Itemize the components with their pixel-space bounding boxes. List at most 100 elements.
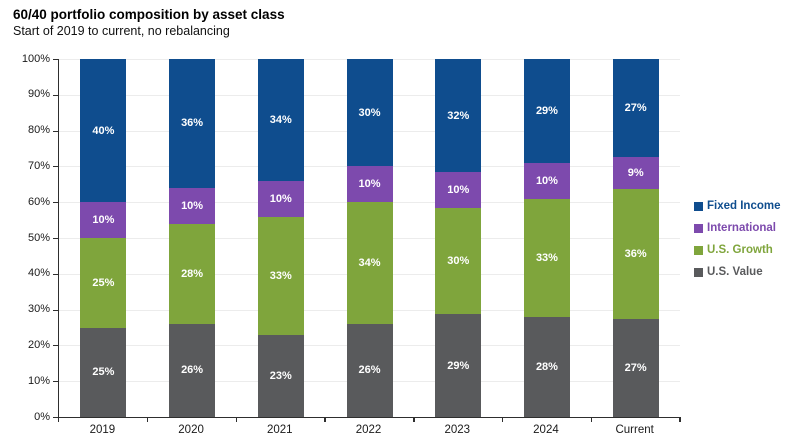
segment-data-label: 29%: [535, 104, 558, 117]
x-tick: [501, 417, 504, 422]
segment-data-label: 30%: [447, 255, 470, 268]
legend-swatch-icon: [694, 224, 703, 233]
segment-data-label: 9%: [627, 166, 644, 179]
legend-item-u-s-growth: U.S. Growth: [694, 243, 781, 258]
segment-international: 10%: [435, 172, 482, 208]
bar-slot-2023: 29% 30% 10% 32%: [414, 59, 503, 417]
x-category-label-2021: 2021: [267, 424, 293, 436]
y-tick-label: 10%: [27, 374, 50, 387]
y-tick: [53, 309, 58, 311]
segment-data-label: 29%: [447, 359, 470, 372]
x-tick: [679, 417, 681, 422]
stacked-bar-2019: 25% 25% 10% 40%: [80, 59, 127, 417]
segment-fixed-income: 40%: [80, 59, 127, 203]
legend-label: U.S. Growth: [707, 244, 773, 256]
segment-international: 10%: [346, 166, 393, 203]
x-tick: [324, 417, 326, 422]
segment-fixed-income: 32%: [435, 59, 482, 173]
segment-data-label: 25%: [92, 276, 115, 289]
segment-data-label: 23%: [269, 369, 292, 382]
segment-data-label: 25%: [92, 366, 115, 379]
x-category-label-2024: 2024: [533, 424, 559, 436]
segment-data-label: 10%: [92, 214, 115, 227]
segment-data-label: 33%: [269, 269, 292, 282]
segment-international: 10%: [169, 187, 216, 224]
segment-data-label: 10%: [447, 184, 470, 197]
stacked-bar-current: 27% 36% 9% 27%: [612, 59, 659, 417]
segment-data-label: 28%: [181, 267, 204, 280]
x-category-label-2022: 2022: [355, 424, 382, 436]
segment-data-label: 10%: [269, 192, 292, 205]
segment-u-s-value: 29%: [435, 314, 482, 417]
segment-data-label: 36%: [181, 117, 204, 130]
segment-data-label: 26%: [358, 364, 381, 377]
stacked-bar-2020: 26% 28% 10% 36%: [169, 59, 216, 417]
y-tick: [53, 381, 58, 383]
segment-data-label: 30%: [358, 106, 381, 119]
legend-swatch-icon: [694, 246, 703, 255]
chart-subtitle: Start of 2019 to current, no rebalancing: [13, 24, 230, 38]
segment-data-label: 27%: [624, 362, 647, 375]
segment-u-s-growth: 28%: [169, 223, 216, 324]
segment-data-label: 34%: [358, 257, 381, 270]
legend-label: U.S. Value: [707, 266, 763, 278]
bar-slot-current: 27% 36% 9% 27%: [591, 59, 680, 417]
legend: Fixed Income International U.S. Growth U.S.…: [694, 199, 781, 287]
y-tick: [53, 202, 58, 204]
stacked-bar-2023: 29% 30% 10% 32%: [435, 59, 482, 417]
segment-data-label: 36%: [624, 248, 647, 261]
segment-data-label: 26%: [181, 364, 204, 377]
x-axis-ticks: [57, 417, 681, 423]
x-tick: [146, 417, 149, 422]
y-tick-label: 50%: [27, 231, 50, 244]
legend-label: International: [707, 222, 777, 234]
y-tick-label: 60%: [27, 195, 50, 208]
y-tick-label: 70%: [27, 159, 50, 172]
segment-data-label: 28%: [535, 360, 558, 373]
legend-item-international: International: [694, 221, 781, 236]
segment-u-s-value: 26%: [346, 323, 393, 417]
segment-international: 10%: [80, 202, 127, 238]
x-category-label-2020: 2020: [178, 424, 204, 436]
y-tick: [53, 166, 58, 168]
segment-u-s-growth: 33%: [523, 198, 570, 317]
y-axis-labels: 0% 10% 20% 30% 40% 50% 60% 70% 80% 90% 100%: [0, 53, 50, 423]
segment-u-s-growth: 33%: [257, 216, 304, 335]
plot-area: 25% 25% 10% 40% 26% 28% 10% 36% 23% 33% 10% 34% 26% 3…: [53, 59, 681, 422]
segment-u-s-value: 26%: [169, 323, 216, 417]
segment-u-s-value: 23%: [257, 334, 304, 417]
bar-slot-2022: 26% 34% 10% 30%: [325, 59, 414, 417]
y-tick-label: 0%: [34, 410, 50, 423]
stacked-bar-2024: 28% 33% 10% 29%: [523, 59, 570, 417]
x-category-label-current: Current: [615, 424, 654, 436]
legend-swatch-icon: [694, 268, 703, 277]
y-tick: [53, 238, 58, 239]
y-tick: [53, 273, 58, 275]
y-tick-label: 80%: [27, 124, 50, 137]
segment-u-s-growth: 25%: [80, 238, 127, 328]
y-tick-label: 40%: [27, 267, 50, 280]
bar-slot-2021: 23% 33% 10% 34%: [236, 59, 325, 417]
y-tick: [53, 417, 58, 418]
y-tick: [53, 345, 58, 347]
legend-label: Fixed Income: [707, 200, 781, 212]
segment-u-s-growth: 34%: [346, 202, 393, 324]
y-tick-label: 20%: [27, 338, 50, 351]
segment-u-s-growth: 30%: [435, 207, 482, 315]
segment-u-s-value: 27%: [612, 319, 659, 417]
segment-u-s-value: 25%: [80, 327, 127, 417]
segment-u-s-value: 28%: [523, 316, 570, 417]
y-tick-label: 90%: [27, 88, 50, 101]
y-tick: [53, 130, 58, 132]
x-tick: [413, 417, 415, 422]
segment-u-s-growth: 36%: [612, 189, 659, 320]
x-category-label-2023: 2023: [444, 424, 471, 436]
segment-data-label: 27%: [624, 101, 647, 114]
segment-fixed-income: 27%: [612, 59, 659, 157]
y-tick: [53, 59, 58, 60]
y-tick-label: 100%: [21, 52, 50, 65]
x-tick: [57, 417, 59, 422]
segment-data-label: 10%: [358, 178, 381, 191]
legend-swatch-icon: [694, 202, 703, 211]
